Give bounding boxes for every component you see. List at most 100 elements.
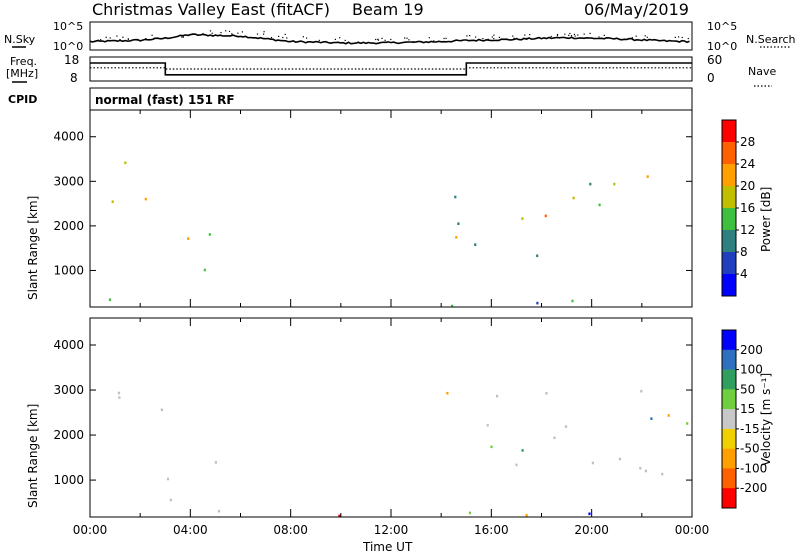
noise-search-dot xyxy=(404,37,406,39)
power-colorbar-label: 16 xyxy=(740,201,755,215)
noise-search-dot xyxy=(570,35,573,37)
noise-search-dot xyxy=(153,37,155,39)
power-colorbar-swatch xyxy=(722,230,736,253)
noise-search-dot xyxy=(556,35,559,37)
velocity-echo-cell xyxy=(515,463,518,467)
noise-search-dot xyxy=(318,39,320,41)
noise-search-dot xyxy=(443,37,445,40)
power-panel: 1000 2000 3000 4000 Slant Range [km] xyxy=(26,109,693,308)
noise-search-dot xyxy=(127,38,129,40)
velocity-echo-cell xyxy=(166,477,170,481)
power-echo-cell xyxy=(598,203,601,207)
nave-label: Nave xyxy=(748,65,776,78)
velocity-colorbar-swatch xyxy=(722,389,736,410)
velocity-colorbar-label: -100 xyxy=(740,461,767,475)
velocity-echo-cell xyxy=(525,514,528,517)
velocity-ylabel: Slant Range [km] xyxy=(26,404,40,508)
noise-search-dot xyxy=(678,36,680,38)
noise-search-dot xyxy=(284,33,286,35)
xtick-label: 00:00 xyxy=(675,523,710,537)
noise-search-dot xyxy=(161,38,164,40)
velocity-echo-cell xyxy=(591,461,594,465)
noise-left-bottom-tick: 10^0 xyxy=(53,40,83,53)
noise-search-dot xyxy=(568,34,570,36)
noise-search-dot xyxy=(687,37,689,40)
noise-search-dot xyxy=(482,38,484,40)
noise-search-dot xyxy=(631,37,633,39)
noise-search-dot xyxy=(119,39,121,41)
power-echo-cell xyxy=(544,214,547,218)
velocity-colorbar-swatch xyxy=(722,428,736,449)
station-title: Christmas Valley East (fitACF) xyxy=(92,0,330,19)
noise-search-dot xyxy=(466,35,468,37)
noise-search-dot xyxy=(286,37,288,39)
noise-search-dot xyxy=(493,34,495,36)
noise-search-dot xyxy=(181,36,183,38)
power-echo-cell xyxy=(124,161,127,165)
velocity-echo-cell xyxy=(160,408,163,412)
power-colorbar-swatch xyxy=(722,142,736,165)
noise-search-dot xyxy=(375,38,377,41)
power-colorbar-label: 12 xyxy=(740,223,755,237)
power-echo-cell xyxy=(208,233,211,236)
freq-label-line1: Freq. xyxy=(10,55,37,68)
velocity-echo-cell xyxy=(667,414,670,417)
power-echo-cell xyxy=(536,301,539,305)
noise-search-dot xyxy=(225,30,227,32)
ytick-label: 2000 xyxy=(53,428,84,442)
noise-search-dot xyxy=(302,36,304,38)
noise-search-dot xyxy=(574,35,576,37)
power-colorbar-swatch xyxy=(722,208,736,231)
velocity-colorbar-label: -50 xyxy=(740,442,760,456)
power-echo-cell xyxy=(474,243,477,246)
power-colorbar-label: 24 xyxy=(740,157,755,171)
velocity-echo-cell xyxy=(468,511,472,515)
ytick-label: 3000 xyxy=(53,383,84,397)
noise-search-dot xyxy=(498,36,500,38)
noise-search-dot xyxy=(583,33,585,35)
noise-search-dot xyxy=(577,34,579,36)
power-colorbar-label: 4 xyxy=(740,267,748,281)
power-echo-cell xyxy=(536,254,539,258)
noise-sky-line xyxy=(89,33,690,45)
noise-right-top-tick: 10^5 xyxy=(707,20,737,33)
velocity-colorbar-label: 200 xyxy=(740,343,763,357)
noise-search-dot xyxy=(241,31,243,33)
velocity-xlabel: Time UT xyxy=(362,540,413,554)
velocity-echo-cell xyxy=(686,422,689,425)
power-colorbar-swatch xyxy=(722,120,736,143)
velocity-colorbar-label: 15 xyxy=(740,402,755,416)
noise-search-dot xyxy=(377,39,380,41)
velocity-echo-cell xyxy=(214,461,217,464)
velocity-colorbar-frame xyxy=(721,329,737,509)
power-echo-cell xyxy=(646,175,649,178)
noise-search-dot xyxy=(513,37,515,39)
power-echo-cell xyxy=(589,182,592,186)
power-colorbar: 4 8 12 16 20 24 28 Power [dB] xyxy=(721,119,773,297)
noise-search-dot xyxy=(524,34,526,36)
noise-search-dot xyxy=(603,34,605,36)
noise-search-dot xyxy=(339,37,341,39)
noise-search-dot xyxy=(263,33,265,35)
noise-search-dot xyxy=(644,35,646,37)
noise-search-dot xyxy=(674,36,676,38)
velocity-echo-cell xyxy=(496,394,499,398)
power-colorbar-label: 28 xyxy=(740,135,755,149)
noise-search-dot xyxy=(357,41,359,43)
noise-search-dot xyxy=(209,30,212,32)
velocity-colorbar-label: 100 xyxy=(740,363,763,377)
noise-search-dot xyxy=(433,40,435,42)
velocity-echo-cell xyxy=(338,514,341,518)
noise-search-dot xyxy=(646,36,648,38)
velocity-echo-cell xyxy=(661,472,664,476)
noise-search-dot xyxy=(469,35,471,37)
noise-search-dot xyxy=(116,35,118,37)
noise-search-dot xyxy=(105,36,107,38)
noise-search-dot xyxy=(344,39,346,41)
power-echo-cell xyxy=(521,217,524,220)
velocity-colorbar-swatch xyxy=(722,409,736,430)
power-echo-cell xyxy=(108,298,112,301)
noise-search-dot xyxy=(598,36,600,38)
velocity-echo-cell xyxy=(545,392,548,395)
noise-search-dot xyxy=(512,35,514,37)
